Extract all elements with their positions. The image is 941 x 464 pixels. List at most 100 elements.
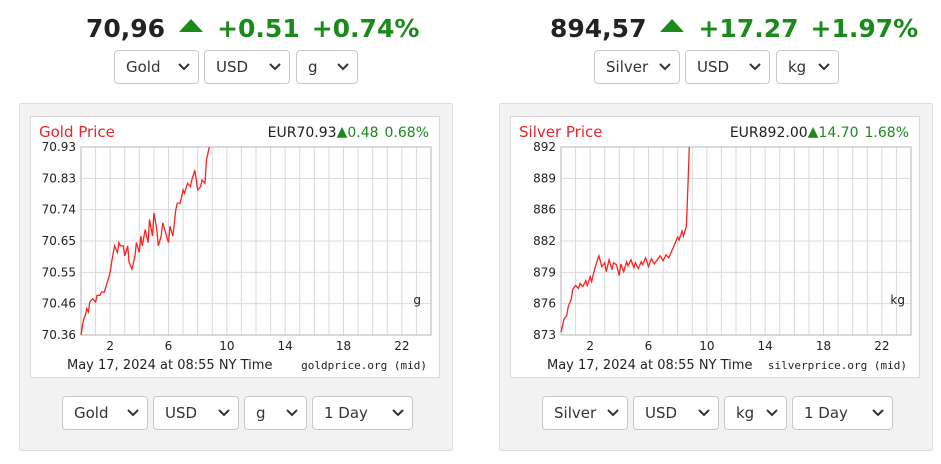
silver-period-select-value: 1 Day <box>804 404 848 422</box>
gold-y-tick-label: 70.65 <box>42 234 76 248</box>
silver-up-arrow-icon <box>660 18 685 32</box>
silver-period-select[interactable]: 1 Day <box>792 396 893 430</box>
silver-y-tick-label: 886 <box>533 203 556 217</box>
silver-x-tick-label: 6 <box>645 339 653 353</box>
silver-currency-select-value: USD <box>697 58 730 76</box>
gold-chart-x-ticks: 2 6 10 14 18 22 <box>106 339 409 353</box>
silver-chart-up-arrow-icon: ▲ <box>808 124 819 140</box>
gold-chart-change: 0.48 <box>347 125 378 141</box>
gold-x-tick-label: 18 <box>336 339 351 353</box>
chevron-down-icon <box>218 409 230 417</box>
gold-bottom-metal-select-value: Gold <box>74 404 109 422</box>
silver-chart-percent: 1.68% <box>865 125 909 141</box>
gold-chart-panel: Gold Price EUR70.93▲0.48 0.68% 70.93 70.83… <box>19 103 453 451</box>
silver-y-tick-label: 873 <box>533 328 556 342</box>
gold-chart-header: EUR70.93▲0.48 0.68% <box>268 124 429 141</box>
gold-chart-up-arrow-icon: ▲ <box>337 124 348 140</box>
gold-up-arrow-icon <box>179 18 204 32</box>
chevron-down-icon <box>698 409 710 417</box>
silver-bottom-currency-select[interactable]: USD <box>633 396 719 430</box>
silver-chart-source: silverprice.org (mid) <box>768 359 907 372</box>
silver-price-value: 894,57 <box>550 13 647 43</box>
silver-metal-select[interactable]: Silver <box>594 50 680 84</box>
gold-chart-percent: 0.68% <box>385 125 429 141</box>
silver-chart-title: Silver Price <box>519 123 603 141</box>
gold-metal-select[interactable]: Gold <box>114 50 199 84</box>
silver-y-tick-label: 879 <box>533 265 556 279</box>
gold-chart-unit-label: g <box>413 293 421 307</box>
gold-price-line <box>80 146 210 336</box>
silver-chart-svg: Silver Price EUR892.00▲14.70 1.68% 892 889… <box>519 123 912 373</box>
gold-y-tick-label: 70.36 <box>42 328 76 342</box>
silver-y-tick-label: 892 <box>533 140 556 154</box>
silver-chart-panel: Silver Price EUR892.00▲14.70 1.68% 892 889… <box>499 103 933 451</box>
gold-chart-svg: Gold Price EUR70.93▲0.48 0.68% 70.93 70.83… <box>39 123 432 373</box>
gold-unit-select-value: g <box>308 58 318 76</box>
silver-bottom-unit-select[interactable]: kg <box>724 396 787 430</box>
silver-currency-select[interactable]: USD <box>685 50 770 84</box>
chevron-down-icon <box>286 409 298 417</box>
silver-chart-y-ticks: 892 889 886 882 879 876 873 <box>533 140 556 342</box>
chevron-down-icon <box>178 63 190 71</box>
gold-bottom-metal-select[interactable]: Gold <box>62 396 148 430</box>
gold-y-tick-label: 70.93 <box>42 140 76 154</box>
gold-plot-border <box>80 146 432 336</box>
silver-x-tick-label: 2 <box>586 339 594 353</box>
chevron-down-icon <box>269 63 281 71</box>
gold-currency-select[interactable]: USD <box>204 50 290 84</box>
gold-chart-eur-price: EUR70.93 <box>268 125 337 141</box>
silver-chart-change: 14.70 <box>818 125 858 141</box>
silver-y-tick-label: 876 <box>533 297 556 311</box>
chevron-down-icon <box>337 63 349 71</box>
gold-chart-y-ticks: 70.93 70.83 70.74 70.65 70.55 70.46 70.36 <box>42 140 76 342</box>
silver-x-tick-label: 14 <box>758 339 773 353</box>
chevron-down-icon <box>607 409 619 417</box>
gold-chart-title: Gold Price <box>39 123 115 141</box>
silver-x-tick-label: 18 <box>816 339 831 353</box>
gold-y-tick-label: 70.46 <box>42 297 76 311</box>
gold-chart-grid <box>80 146 432 336</box>
gold-x-tick-label: 10 <box>219 339 234 353</box>
chevron-down-icon <box>392 409 404 417</box>
gold-chart-date: May 17, 2024 at 08:55 NY Time <box>67 358 272 373</box>
silver-change-value: +17.27 <box>698 13 799 43</box>
gold-currency-select-value: USD <box>216 58 249 76</box>
silver-price-line <box>560 146 690 333</box>
silver-ticker: 894,57 +17.27 +1.97% <box>550 8 918 48</box>
silver-y-tick-label: 889 <box>533 171 556 185</box>
chevron-down-icon <box>872 409 884 417</box>
silver-chart-unit-label: kg <box>890 293 905 307</box>
gold-price-value: 70,96 <box>86 13 166 43</box>
gold-ticker: 70,96 +0.51 +0.74% <box>86 8 419 48</box>
chevron-down-icon <box>749 63 761 71</box>
gold-chart-source: goldprice.org (mid) <box>301 359 427 372</box>
gold-bottom-unit-select-value: g <box>256 404 266 422</box>
gold-period-select[interactable]: 1 Day <box>312 396 413 430</box>
chevron-down-icon <box>766 409 778 417</box>
gold-bottom-currency-select-value: USD <box>165 404 198 422</box>
silver-chart-x-ticks: 2 6 10 14 18 22 <box>586 339 889 353</box>
gold-x-tick-label: 2 <box>106 339 114 353</box>
chevron-down-icon <box>127 409 139 417</box>
silver-chart-header: EUR892.00▲14.70 1.68% <box>730 124 909 141</box>
gold-unit-select[interactable]: g <box>296 50 358 84</box>
silver-bottom-metal-select[interactable]: Silver <box>542 396 628 430</box>
gold-y-tick-label: 70.83 <box>42 171 76 185</box>
silver-chart-grid <box>560 146 912 336</box>
silver-unit-select-value: kg <box>788 58 807 76</box>
gold-bottom-currency-select[interactable]: USD <box>153 396 239 430</box>
silver-chart-date: May 17, 2024 at 08:55 NY Time <box>547 358 752 373</box>
silver-bottom-currency-select-value: USD <box>645 404 678 422</box>
silver-x-tick-label: 10 <box>699 339 714 353</box>
gold-percent-value: +0.74% <box>311 13 420 43</box>
gold-y-tick-label: 70.74 <box>42 203 76 217</box>
gold-period-select-value: 1 Day <box>324 404 368 422</box>
chevron-down-icon <box>818 63 830 71</box>
gold-x-tick-label: 22 <box>394 339 409 353</box>
gold-bottom-unit-select[interactable]: g <box>244 396 307 430</box>
gold-change-value: +0.51 <box>217 13 300 43</box>
chevron-down-icon <box>659 63 671 71</box>
silver-y-tick-label: 882 <box>533 234 556 248</box>
silver-unit-select[interactable]: kg <box>776 50 839 84</box>
silver-x-tick-label: 22 <box>874 339 889 353</box>
